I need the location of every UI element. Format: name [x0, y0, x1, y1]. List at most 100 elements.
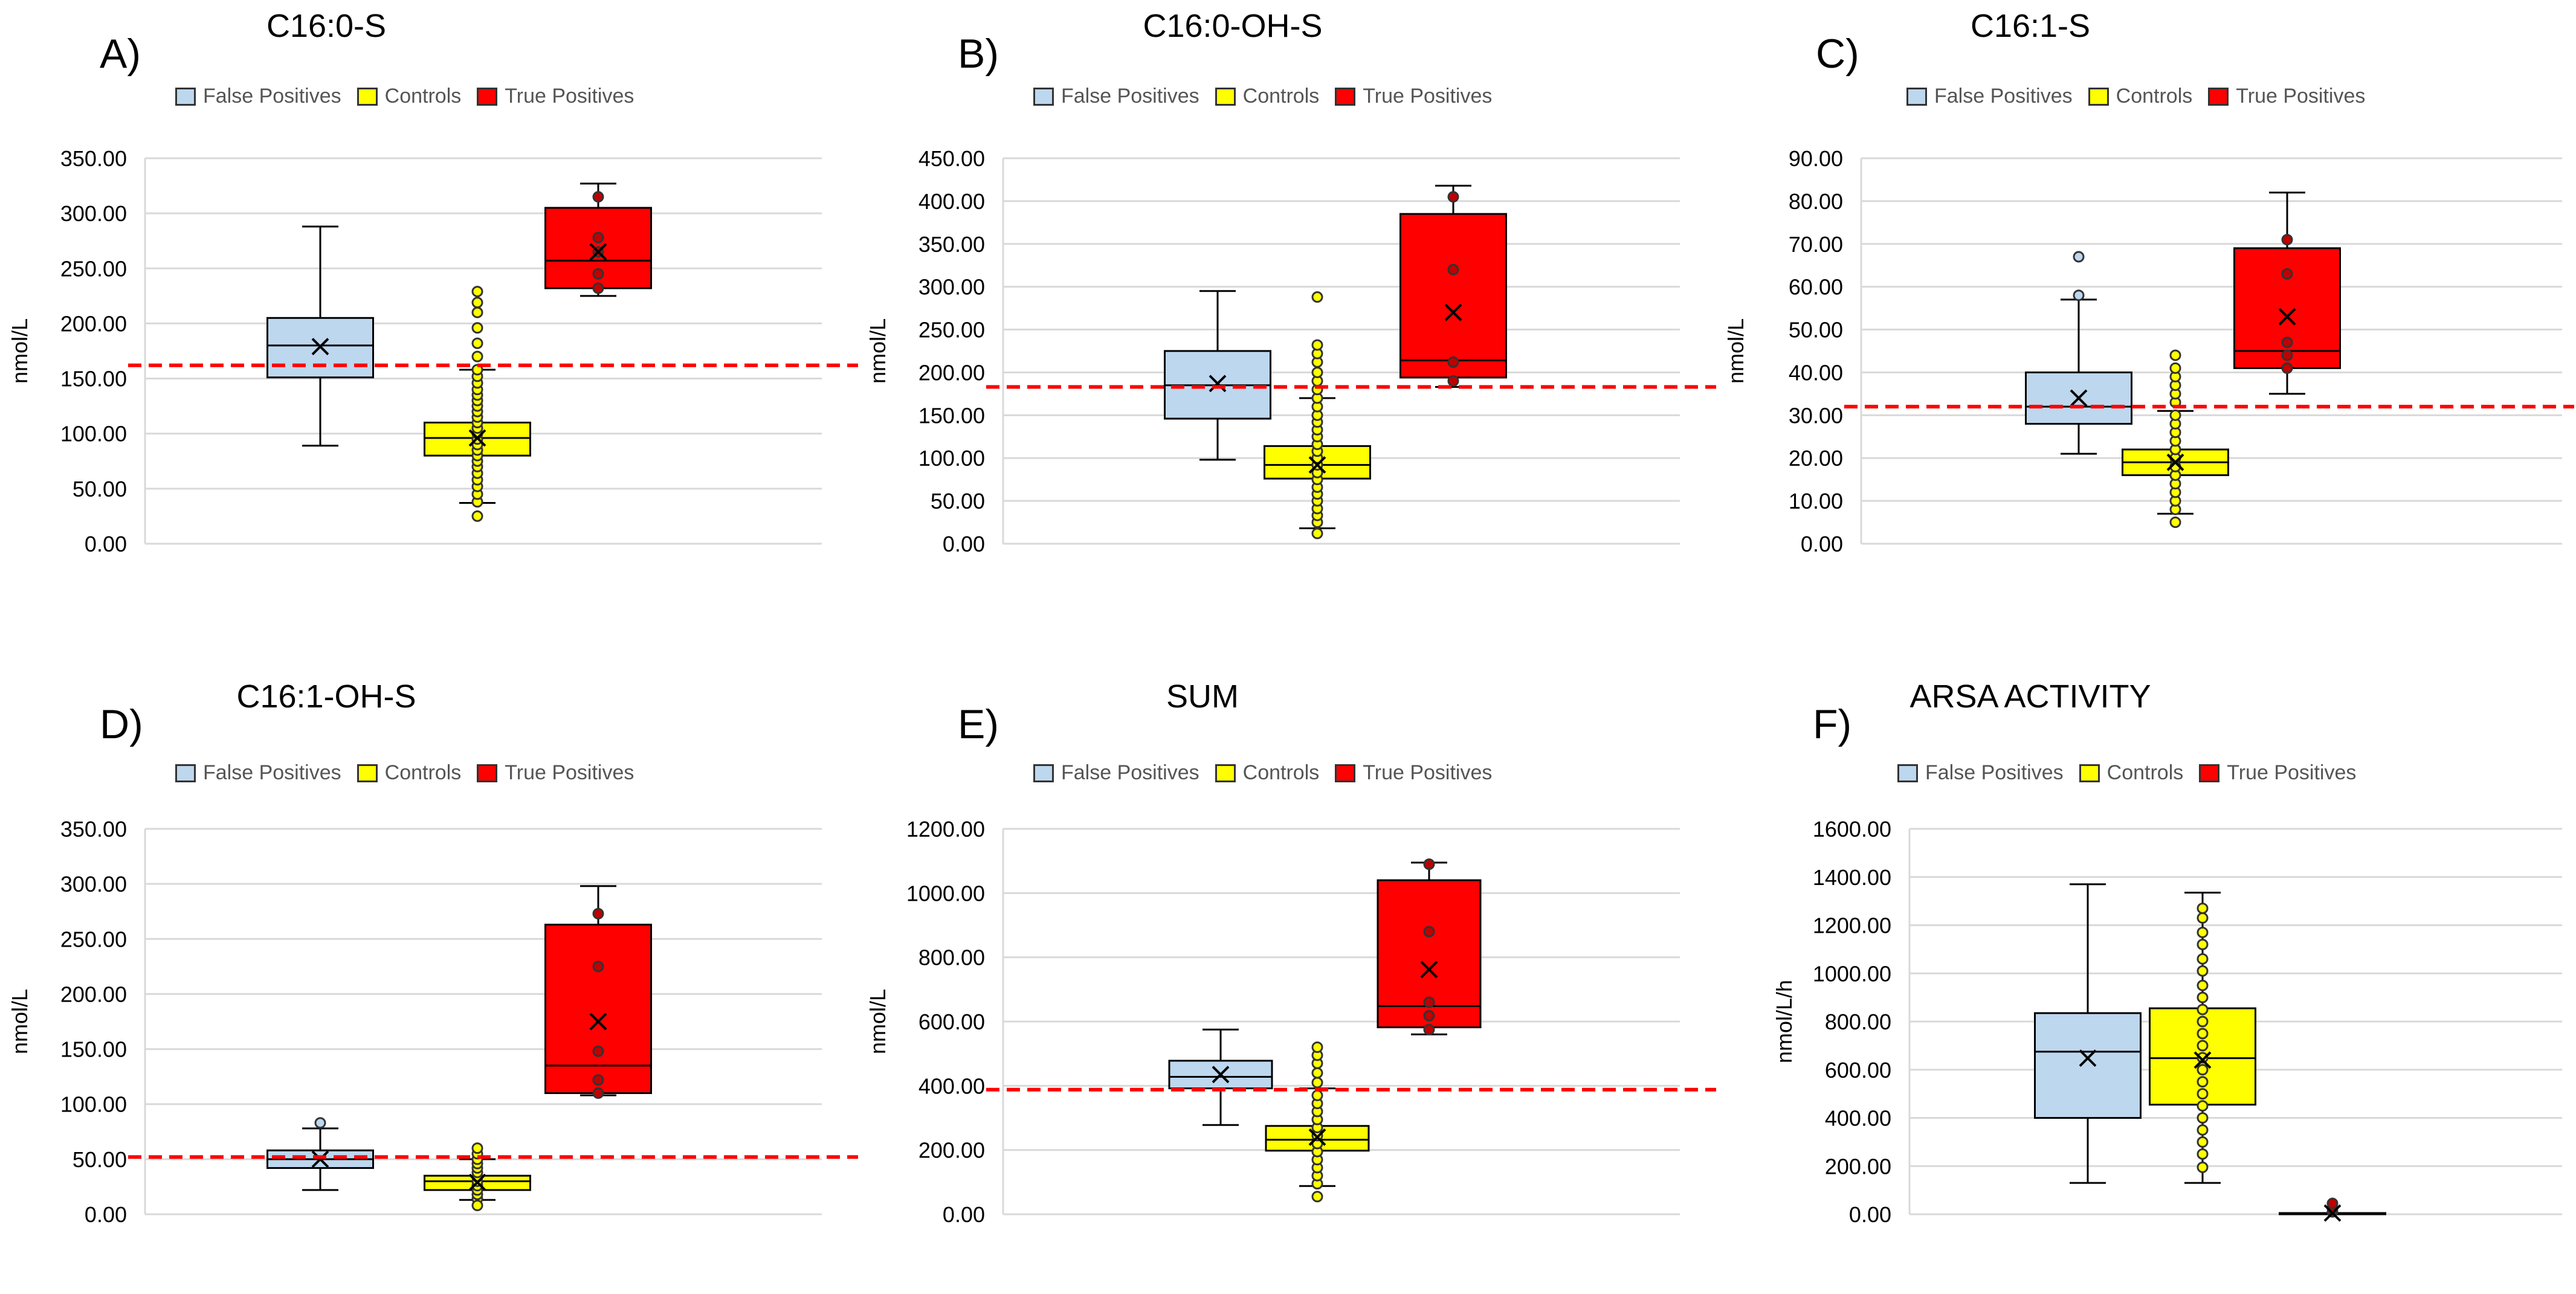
data-point	[2281, 268, 2293, 280]
box-true-positives	[1399, 184, 1507, 388]
y-tick-label: 100.00	[60, 422, 127, 446]
y-tick-label: 150.00	[60, 367, 127, 391]
data-point	[592, 268, 604, 280]
data-point	[2197, 1016, 2209, 1028]
plot-area: 0.00 200.00 400.00 600.00 800.00 1000.00 1200.…	[865, 817, 1716, 1227]
chart-panel-f: F) ARSA ACTIVITY False Positives Controls Tr…	[1716, 671, 2574, 1294]
y-tick-label: 50.00	[73, 1147, 127, 1172]
outlier-point	[2073, 251, 2085, 263]
y-tick-label: 350.00	[60, 817, 127, 842]
panel-label: B)	[958, 31, 999, 77]
y-axis-label: nmol/L	[7, 989, 32, 1054]
mean-marker	[311, 1150, 329, 1168]
y-tick-label: 300.00	[60, 201, 127, 226]
mean-marker	[2278, 307, 2296, 326]
data-point	[2197, 926, 2209, 938]
y-tick-label: 100.00	[918, 446, 985, 471]
legend-item-false-positives: False Positives	[1033, 761, 1199, 785]
data-point	[2169, 409, 2181, 421]
legend-item-false-positives: False Positives	[175, 85, 341, 108]
outlier-point	[2169, 362, 2181, 374]
mean-marker	[311, 338, 329, 356]
outlier-point	[471, 1199, 483, 1211]
y-tick-label: 1000.00	[906, 881, 985, 906]
chart-panel-c: C) C16:1-S False Positives Controls True Pos…	[1716, 0, 2574, 623]
data-point	[2281, 349, 2293, 361]
legend-item-true-positives: True Positives	[477, 85, 634, 108]
chart-title: ARSA ACTIVITY	[1909, 678, 2151, 715]
data-point	[1423, 925, 1435, 938]
legend-swatch	[1033, 764, 1054, 782]
y-axis-label: nmol/L	[7, 318, 32, 384]
data-point	[2197, 1003, 2209, 1016]
outlier-point	[1311, 366, 1323, 378]
data-point	[2326, 1197, 2339, 1209]
data-point	[2197, 1148, 2209, 1160]
box-false-positives	[2034, 883, 2142, 1184]
data-point	[1447, 263, 1459, 275]
y-tick-label: 400.00	[918, 189, 985, 214]
legend-swatch	[477, 764, 498, 782]
y-tick-label: 1000.00	[1813, 961, 1891, 986]
y-axis-label: nmol/L	[1723, 318, 1748, 384]
outlier-point	[471, 1142, 483, 1154]
plot-area: 0.00 50.00 100.00 150.00 200.00 250.00 300.00 3…	[865, 146, 1716, 556]
data-point	[1447, 356, 1459, 368]
data-point	[2197, 1076, 2209, 1088]
outlier-point	[471, 350, 483, 362]
panel-label: C)	[1816, 31, 1859, 77]
box-controls	[424, 1142, 531, 1211]
y-tick-label: 600.00	[1825, 1058, 1891, 1083]
data-point	[2197, 1100, 2209, 1112]
y-tick-label: 0.00	[85, 1202, 127, 1227]
data-point	[2197, 938, 2209, 950]
y-tick-label: 40.00	[1789, 360, 1843, 385]
box-iqr	[2025, 371, 2132, 425]
data-point	[592, 907, 604, 919]
data-point	[2281, 362, 2293, 374]
y-tick-label: 1200.00	[906, 817, 985, 842]
outlier-point	[471, 322, 483, 334]
y-axis-label: nmol/L	[865, 989, 890, 1054]
y-tick-label: 60.00	[1789, 275, 1843, 300]
mean-marker	[2166, 453, 2184, 471]
y-axis-label: nmol/L	[865, 318, 890, 384]
y-tick-label: 200.00	[60, 311, 127, 336]
data-point	[2197, 965, 2209, 977]
y-tick-label: 250.00	[60, 927, 127, 951]
y-tick-label: 70.00	[1789, 232, 1843, 257]
y-tick-label: 150.00	[60, 1037, 127, 1062]
legend-swatch	[175, 764, 196, 782]
data-point	[2281, 234, 2293, 246]
legend-label: Controls	[384, 85, 462, 108]
y-tick-label: 200.00	[1825, 1154, 1891, 1179]
box-controls	[1265, 1041, 1370, 1203]
data-point	[592, 1087, 604, 1099]
box-iqr	[266, 317, 374, 379]
data-point	[2197, 1052, 2209, 1064]
data-point	[2281, 336, 2293, 349]
legend-item-controls: Controls	[357, 761, 461, 785]
data-point	[592, 1045, 604, 1057]
chart-title: C16:0-OH-S	[1143, 8, 1323, 44]
y-tick-label: 20.00	[1789, 446, 1843, 471]
data-point	[1311, 1089, 1323, 1101]
y-tick-label: 0.00	[943, 1202, 985, 1227]
mean-marker	[2079, 1049, 2097, 1067]
y-tick-label: 250.00	[60, 256, 127, 281]
outlier-point	[314, 1117, 326, 1129]
y-tick-label: 50.00	[1789, 318, 1843, 343]
outlier-point	[1311, 1077, 1323, 1089]
data-point	[1423, 1009, 1435, 1022]
plot-area: 0.00 50.00 100.00 150.00 200.00 250.00 300.00 3…	[7, 146, 858, 556]
legend-swatch	[1033, 87, 1054, 106]
plot-area: 0.00 10.00 20.00 30.00 40.00 50.00 60.00 70.00 8…	[1723, 146, 2574, 556]
data-point	[2197, 1161, 2209, 1173]
legend-label: Controls	[2106, 761, 2184, 784]
legend-item-controls: Controls	[1215, 85, 1319, 108]
legend-label: False Positives	[1061, 761, 1199, 784]
legend-swatch	[1897, 764, 1918, 782]
y-tick-label: 90.00	[1789, 146, 1843, 171]
data-point	[2197, 1088, 2209, 1100]
outlier-point	[471, 306, 483, 318]
